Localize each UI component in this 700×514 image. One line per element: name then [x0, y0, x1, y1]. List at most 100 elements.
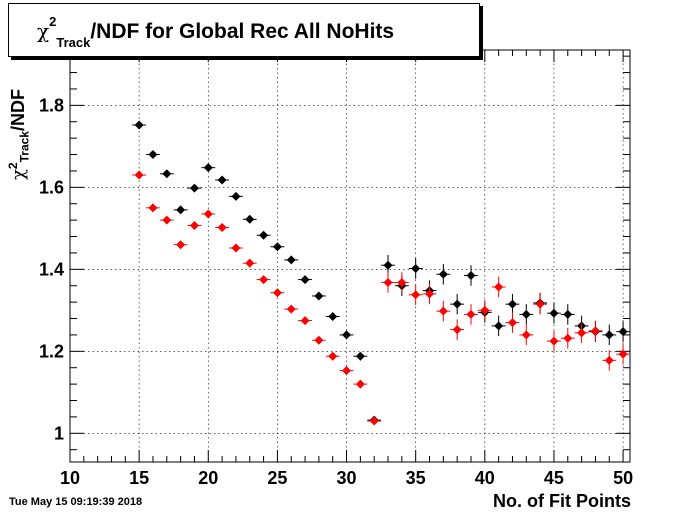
date-stamp: Tue May 15 09:19:39 2018 — [9, 496, 143, 508]
diamond-marker — [314, 291, 324, 301]
data-point-1 — [560, 327, 575, 349]
data-point-0 — [132, 120, 147, 130]
diamond-marker — [425, 289, 435, 299]
diamond-marker — [162, 169, 172, 179]
ylabel-rest: /NDF — [8, 89, 28, 132]
data-point-1 — [616, 343, 630, 365]
title-sup: 2 — [49, 14, 57, 29]
diamond-marker — [466, 309, 476, 319]
diamond-marker — [438, 269, 448, 279]
diamond-marker — [286, 304, 296, 314]
data-point-0 — [311, 291, 326, 301]
y-tick-label: 1.4 — [39, 259, 64, 279]
data-point-1 — [339, 366, 354, 376]
data-point-1 — [229, 243, 243, 253]
diamond-marker — [411, 264, 421, 274]
data-point-1 — [547, 330, 561, 352]
x-tick-label: 45 — [544, 468, 564, 488]
diamond-marker — [549, 336, 559, 346]
data-point-0 — [602, 324, 617, 346]
diamond-marker — [563, 333, 573, 343]
diamond-marker — [189, 183, 199, 193]
data-point-0 — [616, 321, 630, 342]
data-point-1 — [394, 272, 409, 293]
x-tick-label: 40 — [475, 468, 495, 488]
x-tick-label: 35 — [406, 468, 426, 488]
y-tick-label: 1.2 — [39, 341, 64, 361]
diamond-marker — [328, 351, 338, 361]
data-point-1 — [284, 304, 299, 314]
data-point-0 — [159, 169, 174, 179]
data-point-0 — [353, 351, 368, 361]
diamond-marker — [272, 288, 282, 298]
x-tick-label: 20 — [198, 468, 218, 488]
diamond-marker — [148, 203, 158, 213]
data-point-0 — [270, 242, 285, 252]
diamond-marker — [369, 416, 379, 426]
diamond-marker — [397, 277, 407, 287]
x-tick-label: 50 — [613, 468, 633, 488]
diamond-marker — [452, 325, 462, 335]
diamond-marker — [618, 327, 628, 337]
ylabel-sup: 2 — [6, 162, 20, 170]
data-point-0 — [242, 214, 257, 224]
data-point-1 — [215, 223, 230, 233]
diamond-marker — [355, 351, 365, 361]
data-point-0 — [229, 191, 243, 201]
diamond-marker — [383, 260, 393, 270]
diamond-marker — [604, 355, 614, 365]
data-point-1 — [256, 275, 271, 285]
data-point-1 — [533, 293, 548, 315]
y-tick-label: 1.8 — [39, 95, 64, 115]
diamond-marker — [189, 220, 199, 230]
diamond-marker — [577, 328, 587, 338]
y-tick-label: 1.6 — [39, 177, 64, 197]
data-point-1 — [173, 240, 188, 250]
diamond-marker — [134, 170, 144, 180]
diamond-marker — [549, 308, 559, 318]
data-point-0 — [547, 302, 561, 324]
data-point-0 — [298, 275, 312, 285]
data-point-0 — [215, 175, 230, 185]
data-point-0 — [187, 183, 202, 193]
diamond-marker — [134, 120, 144, 130]
diamond-marker — [245, 258, 255, 268]
data-point-0 — [519, 304, 534, 325]
data-point-0 — [505, 293, 520, 315]
data-point-1 — [519, 324, 534, 346]
diamond-marker — [231, 191, 241, 201]
x-tick-label: 25 — [267, 468, 287, 488]
axis-ticks — [69, 50, 630, 462]
y-tick-label: 1 — [54, 423, 64, 443]
title-box: χ2 Track/NDF for Global Rec All NoHits — [8, 3, 480, 57]
diamond-marker — [618, 349, 628, 359]
axis-tick-labels: 10 15 20 25 30 35 40 45 50 1 1.2 1.4 1.6 1.8 — [39, 95, 633, 488]
data-point-0 — [146, 150, 160, 160]
data-point-0 — [339, 330, 354, 340]
diamond-marker — [217, 223, 227, 233]
data-point-1 — [201, 209, 216, 219]
data-point-1 — [464, 304, 478, 325]
data-point-1 — [408, 284, 423, 305]
data-point-1 — [381, 272, 395, 293]
data-point-0 — [325, 311, 340, 321]
x-axis-label: No. of Fit Points — [493, 491, 631, 511]
diamond-marker — [176, 240, 186, 250]
diamond-marker — [272, 242, 282, 252]
diamond-marker — [342, 330, 352, 340]
diamond-marker — [494, 321, 504, 331]
diamond-marker — [245, 214, 255, 224]
x-tick-label: 30 — [337, 468, 357, 488]
diamond-marker — [411, 290, 421, 300]
data-point-0 — [201, 163, 216, 173]
diamond-marker — [259, 275, 269, 285]
diamond-marker — [203, 163, 213, 173]
diamond-marker — [300, 275, 310, 285]
data-point-1 — [588, 320, 603, 342]
diamond-marker — [162, 215, 172, 225]
data-point-1 — [436, 300, 451, 322]
data-point-1 — [270, 288, 285, 298]
data-point-1 — [132, 170, 147, 180]
diamond-marker — [480, 305, 490, 315]
diamond-marker — [314, 335, 324, 345]
